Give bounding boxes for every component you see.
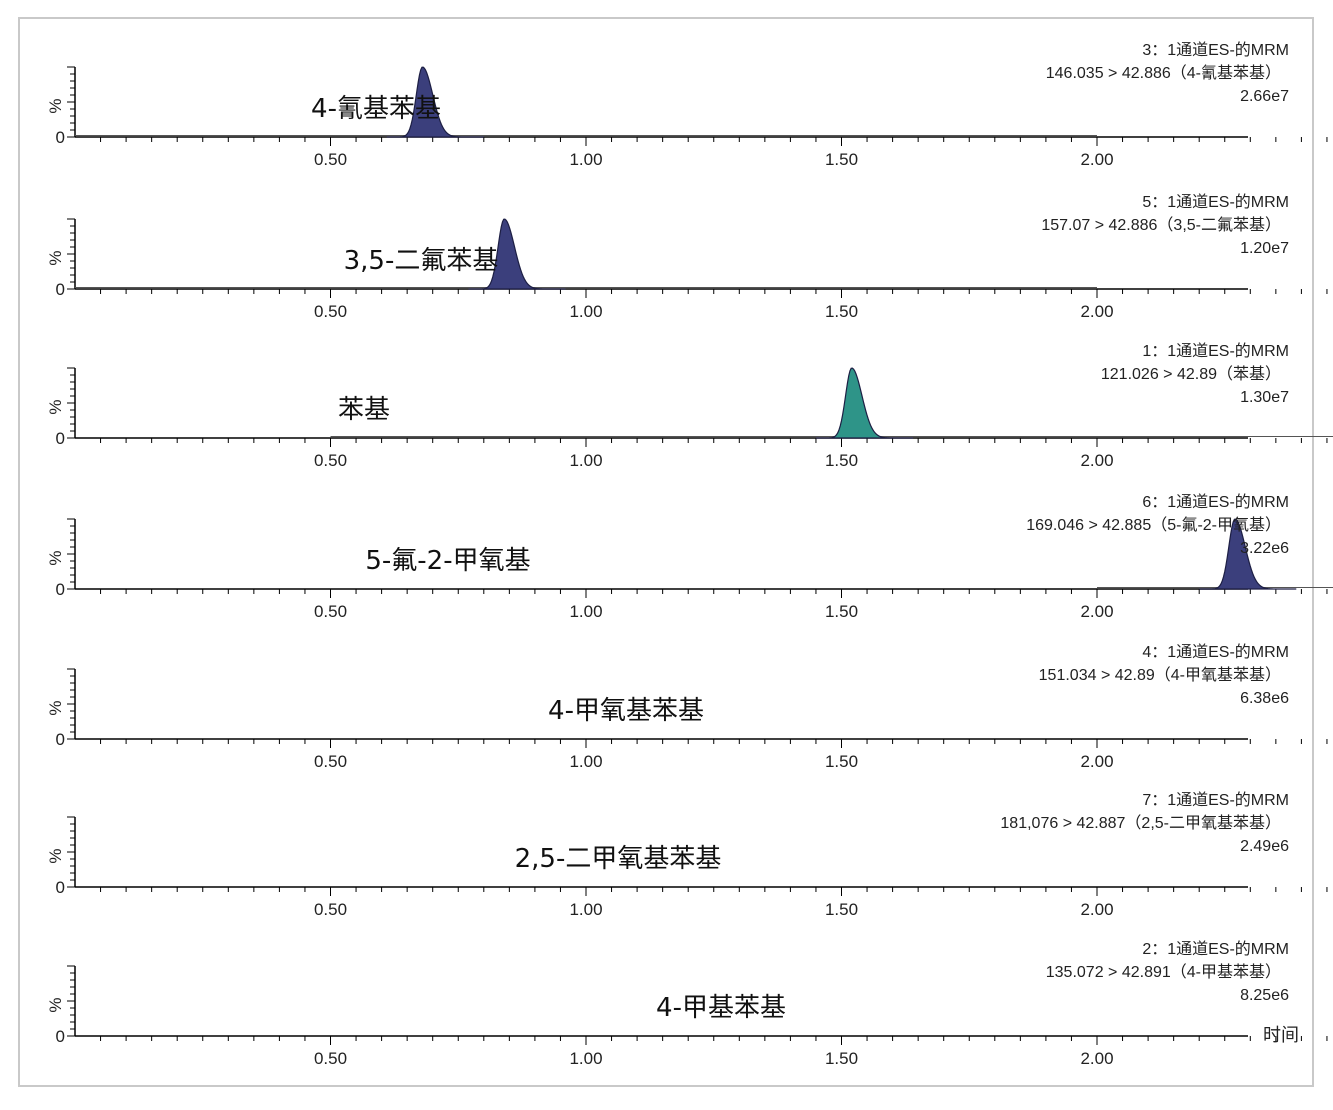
intensity-scale: 8.25e6 [1240,987,1289,1004]
x-tick-label: 2.00 [1080,602,1113,621]
y-zero-label: 0 [56,730,65,749]
x-tick-label: 1.50 [825,752,858,771]
x-tick-label: 0.50 [314,602,347,621]
chromatogram-panel-7: 0.501.001.502.002.503.003.504.004.500%4-… [46,940,1328,1068]
x-tick-label: 0.50 [314,302,347,321]
x-tick-label: 1.00 [569,900,602,919]
x-tick-label: 1.50 [825,900,858,919]
mrm-transition: 121.026 > 42.89（苯基） [1101,365,1281,383]
y-axis-label: % [46,550,65,565]
channel-title: 7：1通道ES-的MRM [1142,791,1289,809]
x-axis-title: 时间 [1263,1025,1299,1046]
y-axis-label: % [46,700,65,715]
chromatogram-panel-2: 0.501.001.502.002.503.003.504.004.500%3,… [46,193,1328,321]
channel-title: 5：1通道ES-的MRM [1142,193,1289,211]
y-axis-label: % [46,399,65,414]
compound-label: 5-氟-2-甲氧基 [365,546,530,576]
mrm-transition: 146.035 > 42.886（4-氰基苯基） [1046,64,1281,82]
intensity-scale: 2.66e7 [1240,88,1289,105]
chromatogram-panel-6: 0.501.001.502.002.503.003.504.004.500%2,… [46,791,1328,919]
x-tick-label: 0.50 [314,150,347,169]
compound-label: 4-甲氧基苯基 [548,696,704,726]
chromatogram-frame [18,17,1314,1087]
compound-label: 4-氰基苯基 [311,94,441,124]
chromatogram-peak [468,218,566,290]
x-tick-label: 2.00 [1080,752,1113,771]
channel-title: 1：1通道ES-的MRM [1142,342,1289,360]
y-zero-label: 0 [56,1027,65,1046]
x-tick-label: 0.50 [314,900,347,919]
intensity-scale: 1.20e7 [1240,240,1289,257]
y-axis-label: % [46,848,65,863]
intensity-scale: 2.49e6 [1240,838,1289,855]
y-zero-label: 0 [56,580,65,599]
x-tick-label: 1.50 [825,1049,858,1068]
channel-title: 2：1通道ES-的MRM [1142,940,1289,958]
y-axis-label: % [46,997,65,1012]
x-tick-label: 1.50 [825,302,858,321]
chromatogram-panel-5: 0.501.001.502.002.503.003.504.004.500%4-… [46,643,1328,771]
x-tick-label: 1.00 [569,451,602,470]
y-axis-label: % [46,250,65,265]
x-tick-label: 1.00 [569,150,602,169]
mrm-transition: 181,076 > 42.887（2,5-二甲氧基苯基） [1000,814,1281,832]
channel-title: 3：1通道ES-的MRM [1142,41,1289,59]
intensity-scale: 6.38e6 [1240,690,1289,707]
x-tick-label: 0.50 [314,752,347,771]
chromatogram-panel-1: 0.501.001.502.002.503.003.504.004.500%4-… [46,41,1328,169]
x-tick-label: 1.50 [825,602,858,621]
y-zero-label: 0 [56,128,65,147]
compound-label: 苯基 [338,395,390,425]
chromatogram-peak [386,66,484,138]
y-axis-label: % [46,98,65,113]
x-tick-label: 0.50 [314,1049,347,1068]
channel-title: 4：1通道ES-的MRM [1142,643,1289,661]
intensity-scale: 1.30e7 [1240,389,1289,406]
chromatogram-panel-3: 0.501.001.502.002.503.003.504.004.500%苯基… [46,342,1333,470]
y-zero-label: 0 [56,280,65,299]
mrm-transition: 151.034 > 42.89（4-甲氧基苯基） [1039,666,1281,684]
x-tick-label: 1.50 [825,451,858,470]
chromatogram-peak [815,367,914,439]
x-tick-label: 2.00 [1080,1049,1113,1068]
x-tick-label: 1.00 [569,752,602,771]
chromatogram-peak [1199,518,1297,590]
y-zero-label: 0 [56,878,65,897]
intensity-scale: 3.22e6 [1240,540,1289,557]
compound-label: 2,5-二甲氧基苯基 [515,844,722,874]
channel-title: 6：1通道ES-的MRM [1142,493,1289,511]
compound-label: 3,5-二氟苯基 [344,246,499,276]
x-tick-label: 1.00 [569,602,602,621]
x-tick-label: 0.50 [314,451,347,470]
mrm-transition: 169.046 > 42.885（5-氟-2-甲氧基） [1026,516,1281,534]
x-tick-label: 1.00 [569,1049,602,1068]
chromatogram-panel-4: 0.501.001.502.002.503.003.504.004.500%5-… [46,493,1333,621]
x-tick-label: 1.50 [825,150,858,169]
x-tick-label: 2.00 [1080,900,1113,919]
x-tick-label: 2.00 [1080,451,1113,470]
y-zero-label: 0 [56,429,65,448]
compound-label: 4-甲基苯基 [656,993,786,1023]
x-tick-label: 2.00 [1080,150,1113,169]
mrm-transition: 135.072 > 42.891（4-甲基苯基） [1046,963,1281,981]
x-tick-label: 1.00 [569,302,602,321]
x-tick-label: 2.00 [1080,302,1113,321]
mrm-transition: 157.07 > 42.886（3,5-二氟苯基） [1041,216,1281,234]
